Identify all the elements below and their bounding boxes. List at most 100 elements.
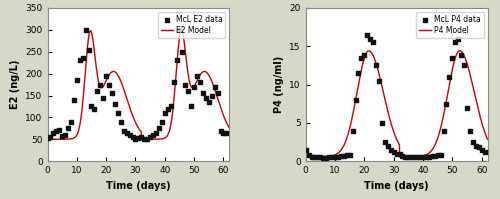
McL E2 data — [76, 59, 84, 62]
McL E2 data — [134, 137, 142, 140]
E2 Model — [56, 138, 62, 140]
McL P4 data — [434, 153, 442, 157]
McL E2 data — [70, 98, 78, 101]
McL E2 data — [94, 90, 102, 93]
McL P4 data — [302, 148, 310, 151]
McL P4 data — [366, 37, 374, 40]
McL P4 data — [320, 157, 328, 160]
McL E2 data — [193, 74, 201, 77]
E2 Model — [182, 53, 188, 55]
McL P4 data — [440, 129, 448, 132]
Y-axis label: P4 (ng/ml): P4 (ng/ml) — [274, 56, 284, 113]
McL E2 data — [50, 131, 58, 134]
McL E2 data — [214, 92, 222, 95]
McL P4 data — [457, 54, 465, 57]
McL E2 data — [196, 81, 204, 84]
E2 Model — [202, 70, 207, 73]
E2 Model — [150, 138, 156, 140]
X-axis label: Time (days): Time (days) — [106, 181, 170, 191]
McL E2 data — [55, 128, 63, 131]
McL E2 data — [172, 59, 180, 62]
McL E2 data — [158, 120, 166, 123]
McL P4 data — [358, 56, 366, 59]
McL P4 data — [304, 153, 312, 157]
McL E2 data — [184, 90, 192, 93]
McL E2 data — [138, 136, 145, 139]
McL E2 data — [216, 129, 224, 132]
McL P4 data — [316, 156, 324, 159]
X-axis label: Time (days): Time (days) — [364, 181, 429, 191]
McL E2 data — [114, 111, 122, 115]
McL E2 data — [202, 96, 210, 99]
McL E2 data — [161, 111, 169, 115]
McL E2 data — [64, 127, 72, 130]
McL E2 data — [90, 107, 98, 110]
P4 Model — [460, 52, 466, 54]
P4 Model — [418, 155, 424, 157]
McL E2 data — [187, 105, 195, 108]
McL E2 data — [120, 129, 128, 132]
McL E2 data — [96, 83, 104, 86]
McL P4 data — [454, 37, 462, 40]
McL E2 data — [208, 94, 216, 97]
McL E2 data — [88, 105, 96, 108]
P4 Model — [441, 113, 447, 115]
McL E2 data — [67, 120, 75, 123]
McL P4 data — [342, 153, 350, 157]
McL E2 data — [222, 131, 230, 134]
McL P4 data — [416, 156, 424, 159]
McL P4 data — [413, 156, 421, 159]
McL P4 data — [334, 155, 342, 158]
McL P4 data — [448, 56, 456, 59]
McL E2 data — [126, 133, 134, 137]
McL E2 data — [132, 138, 140, 141]
McL P4 data — [360, 54, 368, 57]
McL P4 data — [364, 33, 372, 36]
McL P4 data — [308, 155, 316, 158]
E2 Model — [44, 138, 51, 140]
P4 Model — [408, 155, 414, 158]
McL P4 data — [384, 144, 392, 147]
McL P4 data — [446, 75, 454, 78]
McL P4 data — [463, 106, 471, 109]
McL E2 data — [220, 131, 228, 134]
McL P4 data — [469, 140, 477, 144]
McL P4 data — [480, 150, 488, 154]
P4 Model — [414, 155, 420, 158]
McL E2 data — [182, 83, 190, 86]
McL P4 data — [472, 144, 480, 147]
McL P4 data — [474, 146, 482, 149]
McL E2 data — [61, 133, 69, 137]
McL P4 data — [392, 152, 400, 155]
McL P4 data — [451, 41, 459, 44]
E2 Model — [160, 137, 166, 140]
McL P4 data — [410, 156, 418, 159]
McL E2 data — [52, 130, 60, 133]
McL P4 data — [375, 79, 383, 82]
McL E2 data — [78, 57, 86, 60]
McL P4 data — [408, 156, 416, 159]
McL E2 data — [143, 138, 151, 141]
Y-axis label: E2 (ng/L): E2 (ng/L) — [10, 60, 20, 109]
McL P4 data — [422, 155, 430, 158]
McL P4 data — [419, 155, 427, 158]
McL E2 data — [117, 120, 125, 123]
McL E2 data — [190, 85, 198, 88]
McL E2 data — [146, 136, 154, 139]
McL P4 data — [404, 156, 412, 159]
McL E2 data — [111, 103, 119, 106]
McL E2 data — [82, 28, 90, 31]
McL E2 data — [140, 138, 148, 141]
McL E2 data — [58, 134, 66, 137]
McL E2 data — [105, 83, 113, 86]
McL P4 data — [390, 150, 398, 154]
McL P4 data — [331, 156, 339, 159]
McL E2 data — [102, 74, 110, 77]
McL P4 data — [337, 154, 345, 157]
McL P4 data — [340, 154, 348, 157]
McL E2 data — [155, 127, 163, 130]
McL E2 data — [164, 107, 172, 110]
McL E2 data — [84, 48, 92, 51]
P4 Model — [314, 155, 320, 158]
McL P4 data — [352, 98, 360, 101]
